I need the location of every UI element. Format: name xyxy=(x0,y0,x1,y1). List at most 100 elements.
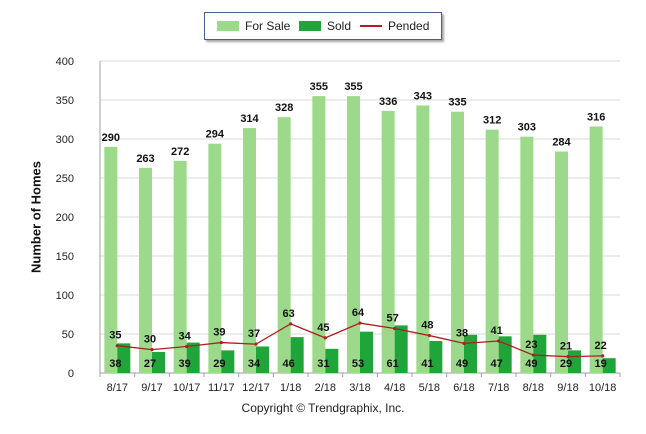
label-for-sale-7/18: 312 xyxy=(483,115,501,127)
pended-point-12/17 xyxy=(254,342,258,346)
bar-sold-11/17 xyxy=(221,350,235,373)
bar-for-sale-10/18 xyxy=(589,126,603,374)
label-for-sale-8/18: 303 xyxy=(518,122,536,134)
legend-label-for-sale: For Sale xyxy=(245,19,291,33)
label-for-sale-12/17: 314 xyxy=(240,113,259,125)
x-tick-label-5/18: 5/18 xyxy=(419,382,440,394)
bar-sold-10/17 xyxy=(186,342,200,373)
label-pended-5/18: 48 xyxy=(421,320,433,332)
label-sold-1/18: 46 xyxy=(283,358,295,370)
bar-for-sale-5/18 xyxy=(416,105,430,374)
pended-point-1/18 xyxy=(289,322,293,326)
pended-point-10/18 xyxy=(601,354,605,358)
label-sold-7/18: 47 xyxy=(491,358,503,370)
label-sold-9/17: 27 xyxy=(144,358,156,370)
pended-point-11/17 xyxy=(219,340,223,345)
bar-for-sale-6/18 xyxy=(451,111,464,373)
y-tick-label-200: 200 xyxy=(56,212,74,224)
bar-for-sale-2/18 xyxy=(312,96,326,373)
label-sold-5/18: 41 xyxy=(421,358,433,370)
label-pended-1/18: 63 xyxy=(283,308,295,320)
pended-point-6/18 xyxy=(462,341,466,345)
label-pended-6/18: 38 xyxy=(456,327,468,339)
bar-for-sale-11/17 xyxy=(208,143,222,373)
x-tick-label-9/18: 9/18 xyxy=(557,382,578,394)
bar-sold-8/18 xyxy=(533,334,547,373)
pended-point-2/18 xyxy=(323,336,327,340)
x-tick-label-8/17: 8/17 xyxy=(107,382,128,394)
label-sold-6/18: 49 xyxy=(456,358,468,370)
label-for-sale-6/18: 335 xyxy=(448,97,466,109)
pended-point-10/17 xyxy=(185,344,189,349)
label-pended-9/18: 21 xyxy=(560,341,572,353)
pended-point-8/17 xyxy=(115,344,119,348)
bar-sold-12/17 xyxy=(256,346,269,373)
bar-for-sale-3/18 xyxy=(347,96,360,373)
pended-point-8/18 xyxy=(531,353,535,357)
label-sold-4/18: 61 xyxy=(387,358,399,370)
legend: For Sale Sold Pended xyxy=(204,12,442,40)
bar-for-sale-10/17 xyxy=(173,160,187,373)
y-tick-label-50: 50 xyxy=(62,329,74,341)
bars xyxy=(104,96,616,374)
label-for-sale-3/18: 355 xyxy=(344,81,362,93)
bar-sold-2/18 xyxy=(325,348,339,373)
label-for-sale-8/17: 290 xyxy=(102,132,120,144)
bar-for-sale-12/17 xyxy=(243,128,256,373)
bar-sold-5/18 xyxy=(429,341,443,373)
label-for-sale-11/17: 294 xyxy=(206,129,225,141)
label-pended-3/18: 64 xyxy=(352,307,365,319)
copyright-text: Copyright © Trendgraphix, Inc. xyxy=(241,401,405,415)
label-pended-9/17: 30 xyxy=(144,334,156,346)
x-tick-label-4/18: 4/18 xyxy=(384,382,405,394)
bar-for-sale-4/18 xyxy=(381,110,395,374)
pended-point-3/18 xyxy=(358,321,362,325)
x-tick-label-7/18: 7/18 xyxy=(488,382,509,394)
legend-label-pended: Pended xyxy=(388,19,430,33)
y-tick-label-350: 350 xyxy=(56,95,74,107)
bar-sold-8/17 xyxy=(117,343,131,373)
x-tick-label-11/17: 11/17 xyxy=(208,382,235,394)
x-tick-label-2/18: 2/18 xyxy=(315,382,336,394)
label-for-sale-5/18: 343 xyxy=(414,90,432,102)
y-tick-label-250: 250 xyxy=(56,173,74,185)
label-pended-8/18: 23 xyxy=(525,339,537,351)
label-pended-8/17: 35 xyxy=(109,330,121,342)
label-sold-10/18: 19 xyxy=(595,358,607,370)
y-tick-label-400: 400 xyxy=(56,56,74,68)
bar-for-sale-9/17 xyxy=(139,167,152,373)
bar-sold-1/18 xyxy=(290,337,304,373)
label-sold-9/18: 29 xyxy=(560,358,572,370)
y-axis-label: Number of Homes xyxy=(28,161,44,273)
bar-for-sale-9/18 xyxy=(555,151,568,373)
legend-swatch-for-sale xyxy=(217,21,239,31)
bar-for-sale-7/18 xyxy=(485,129,499,373)
label-sold-3/18: 53 xyxy=(352,358,364,370)
x-tick-label-8/18: 8/18 xyxy=(523,382,544,394)
y-tick-labels: 0 50 100 150 200 250 300 350 400 xyxy=(56,56,74,380)
label-pended-12/17: 37 xyxy=(248,328,260,340)
x-tick-label-12/17: 12/17 xyxy=(242,382,270,394)
label-sold-2/18: 31 xyxy=(317,358,329,370)
pended-point-4/18 xyxy=(393,326,397,331)
legend-line-pended xyxy=(360,25,382,27)
y-tick-label-150: 150 xyxy=(56,251,74,263)
legend-swatch-sold xyxy=(299,21,321,31)
label-for-sale-10/17: 272 xyxy=(171,146,189,158)
legend-label-sold: Sold xyxy=(327,19,352,33)
label-sold-12/17: 34 xyxy=(248,358,261,370)
bar-for-sale-1/18 xyxy=(277,117,291,373)
pended-point-9/18 xyxy=(566,355,570,359)
label-sold-10/17: 39 xyxy=(179,358,191,370)
x-tick-label-10/17: 10/17 xyxy=(173,382,201,394)
bar-sold-4/18 xyxy=(394,325,408,373)
label-for-sale-1/18: 328 xyxy=(275,102,293,114)
pended-point-9/17 xyxy=(150,348,154,352)
label-pended-4/18: 57 xyxy=(387,313,399,325)
x-tick-label-10/18: 10/18 xyxy=(589,382,617,394)
label-for-sale-9/17: 263 xyxy=(136,153,154,165)
pended-line xyxy=(115,321,605,359)
label-pended-7/18: 41 xyxy=(491,325,503,337)
label-pended-10/17: 34 xyxy=(179,330,192,342)
